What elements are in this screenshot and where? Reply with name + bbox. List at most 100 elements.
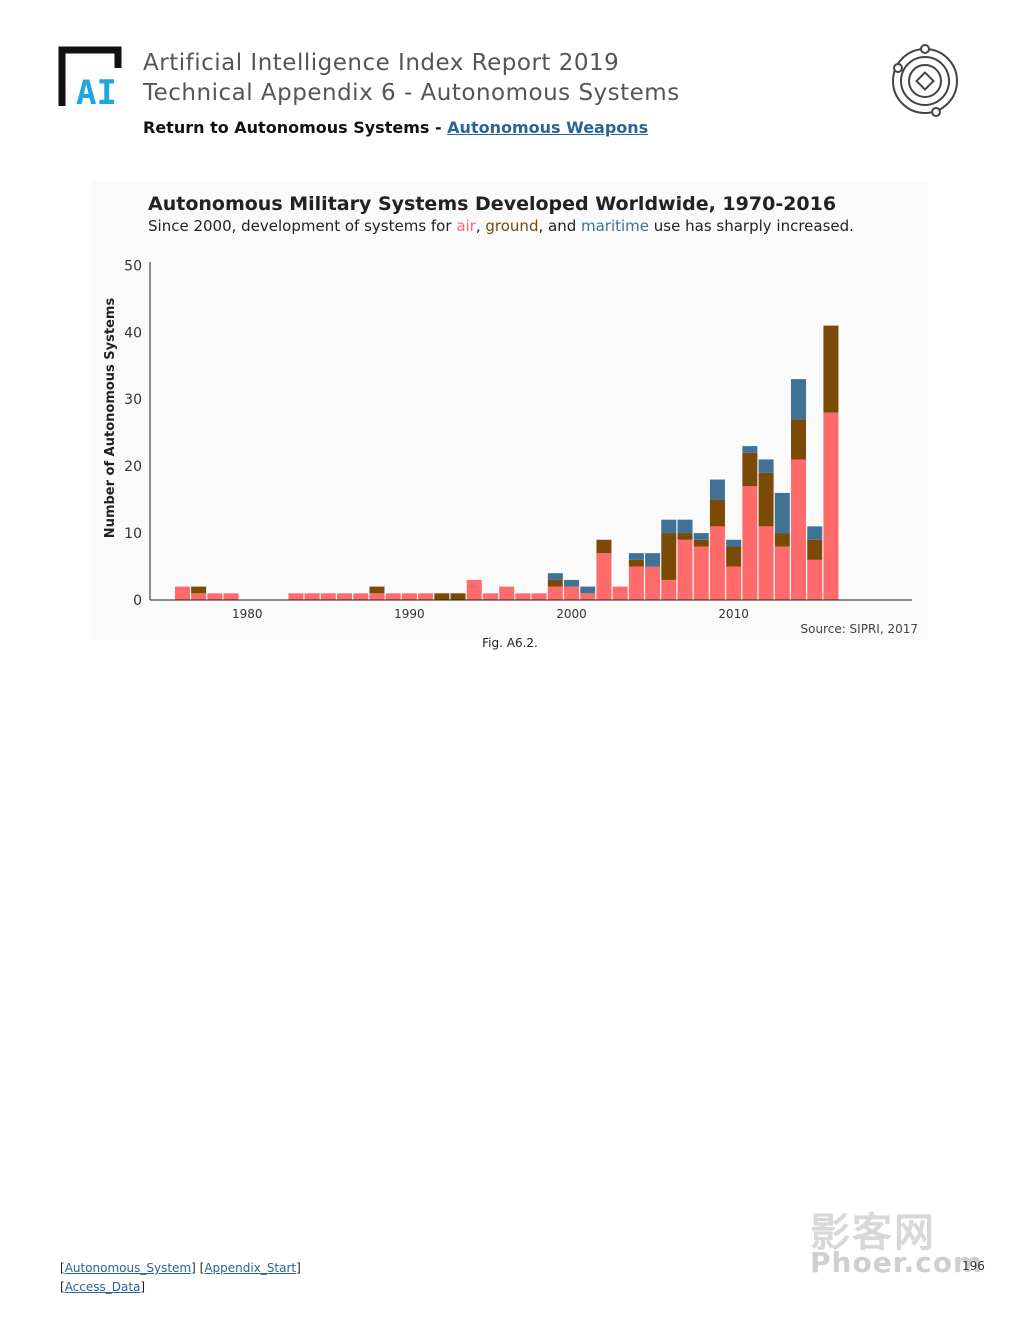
bar-air-1977 <box>191 593 207 600</box>
bar-air-1979 <box>223 593 239 600</box>
bar-ground-2010 <box>726 546 742 567</box>
bar-air-1984 <box>304 593 320 600</box>
bar-ground-1993 <box>450 593 466 600</box>
x-tick-2000: 2000 <box>556 607 587 621</box>
bar-maritime-2001 <box>580 586 596 594</box>
return-line: Return to Autonomous Systems - Autonomou… <box>143 118 648 137</box>
bar-air-2006 <box>661 579 677 600</box>
bar-air-1988 <box>369 593 385 600</box>
access-data-link[interactable]: Access_Data <box>64 1280 141 1294</box>
subtitle-part-1: air <box>456 217 476 235</box>
bar-maritime-2013 <box>774 492 790 534</box>
watermark: 影客网 Phoer.com <box>806 1200 982 1284</box>
bar-ground-2004 <box>628 559 644 567</box>
bar-maritime-2009 <box>709 479 725 500</box>
stacked-bar-chart: Autonomous Military Systems Developed Wo… <box>103 193 918 636</box>
bar-air-1991 <box>418 593 434 600</box>
ai-index-logo: AI <box>58 46 122 110</box>
y-axis-label: Number of Autonomous Systems <box>103 298 118 539</box>
bar-air-2011 <box>742 486 758 600</box>
bar-air-1996 <box>499 586 515 600</box>
bar-maritime-2007 <box>677 519 693 534</box>
y-tick-0: 0 <box>133 593 142 609</box>
subtitle-part-6: use has sharply increased. <box>649 217 854 235</box>
bar-ground-2008 <box>693 539 709 547</box>
bar-ground-2009 <box>709 499 725 527</box>
autonomous-system-link[interactable]: Autonomous_System <box>64 1261 192 1275</box>
bar-maritime-2005 <box>645 553 661 567</box>
subtitle-part-4: , and <box>538 217 581 235</box>
bar-air-2008 <box>693 546 709 600</box>
bar-air-2002 <box>596 553 612 600</box>
bar-air-1987 <box>353 593 369 600</box>
bar-air-1999 <box>547 586 563 600</box>
bar-ground-2002 <box>596 539 612 554</box>
subtitle-part-3: ground <box>485 217 538 235</box>
bar-air-2004 <box>628 566 644 600</box>
bar-ground-1977 <box>191 586 207 594</box>
watermark-en: Phoer.com <box>810 1246 984 1279</box>
autonomous-weapons-link[interactable]: Autonomous Weapons <box>447 118 649 137</box>
bar-air-1995 <box>482 593 498 600</box>
bar-air-1983 <box>288 593 304 600</box>
chart-title: Autonomous Military Systems Developed Wo… <box>148 193 836 215</box>
bar-maritime-2011 <box>742 446 758 453</box>
chart-subtitle: Since 2000, development of systems for a… <box>148 217 854 235</box>
bar-air-2003 <box>612 586 628 600</box>
footer-links: [Autonomous_System] [Appendix_Start] [Ac… <box>60 1261 301 1294</box>
bar-ground-2012 <box>758 472 774 527</box>
y-tick-40: 40 <box>124 325 142 341</box>
bar-air-2009 <box>709 526 725 600</box>
y-tick-10: 10 <box>124 526 142 542</box>
bar-ground-2013 <box>774 533 790 547</box>
figure-caption: Fig. A6.2. <box>482 636 538 650</box>
bar-ground-2006 <box>661 533 677 580</box>
x-ticks: 1980 1990 2000 2010 <box>232 607 749 621</box>
appendix-start-link[interactable]: Appendix_Start <box>204 1261 297 1275</box>
bar-air-1978 <box>207 593 223 600</box>
bar-ground-1988 <box>369 586 385 594</box>
bars-group <box>174 325 839 600</box>
bar-maritime-2008 <box>693 533 709 540</box>
y-tick-20: 20 <box>124 459 142 475</box>
chart-source: Source: SIPRI, 2017 <box>800 622 918 636</box>
bar-air-1985 <box>320 593 336 600</box>
bar-ground-2011 <box>742 452 758 487</box>
bar-air-1998 <box>531 593 547 600</box>
bar-air-2010 <box>726 566 742 600</box>
bar-air-1994 <box>466 579 482 600</box>
page-number: 196 <box>962 1259 985 1273</box>
subtitle-part-2: , <box>476 217 486 235</box>
bar-air-2001 <box>580 593 596 600</box>
bar-maritime-2012 <box>758 459 774 473</box>
chart-panel: Autonomous Military Systems Developed Wo… <box>92 182 928 640</box>
bar-air-2007 <box>677 539 693 600</box>
bar-air-1986 <box>337 593 353 600</box>
bar-maritime-1999 <box>547 573 563 580</box>
report-title: Artificial Intelligence Index Report 201… <box>143 50 620 76</box>
x-tick-1980: 1980 <box>232 607 263 621</box>
bar-ground-1992 <box>434 593 450 600</box>
subtitle-part-5: maritime <box>581 217 649 235</box>
bar-maritime-2010 <box>726 539 742 547</box>
bar-air-2000 <box>564 586 580 600</box>
bar-air-1990 <box>401 593 417 600</box>
bar-ground-2014 <box>791 419 807 460</box>
logo-text: AI <box>76 73 117 110</box>
bar-maritime-2014 <box>791 379 807 420</box>
x-tick-1990: 1990 <box>394 607 425 621</box>
bar-ground-1999 <box>547 579 563 587</box>
bar-air-2016 <box>823 412 839 600</box>
bar-air-2005 <box>645 566 661 600</box>
appendix-title: Technical Appendix 6 - Autonomous System… <box>143 80 680 106</box>
bar-maritime-2000 <box>564 579 580 587</box>
x-tick-2010: 2010 <box>718 607 749 621</box>
bar-maritime-2006 <box>661 519 677 534</box>
bar-air-2015 <box>807 559 823 600</box>
y-ticks: 0 10 20 30 40 50 <box>124 258 142 609</box>
watermark-cn: 影客网 <box>810 1210 936 1256</box>
y-tick-50: 50 <box>124 258 142 274</box>
bar-ground-2015 <box>807 539 823 560</box>
return-prefix: Return to Autonomous Systems - <box>143 118 448 137</box>
bar-air-2012 <box>758 526 774 600</box>
